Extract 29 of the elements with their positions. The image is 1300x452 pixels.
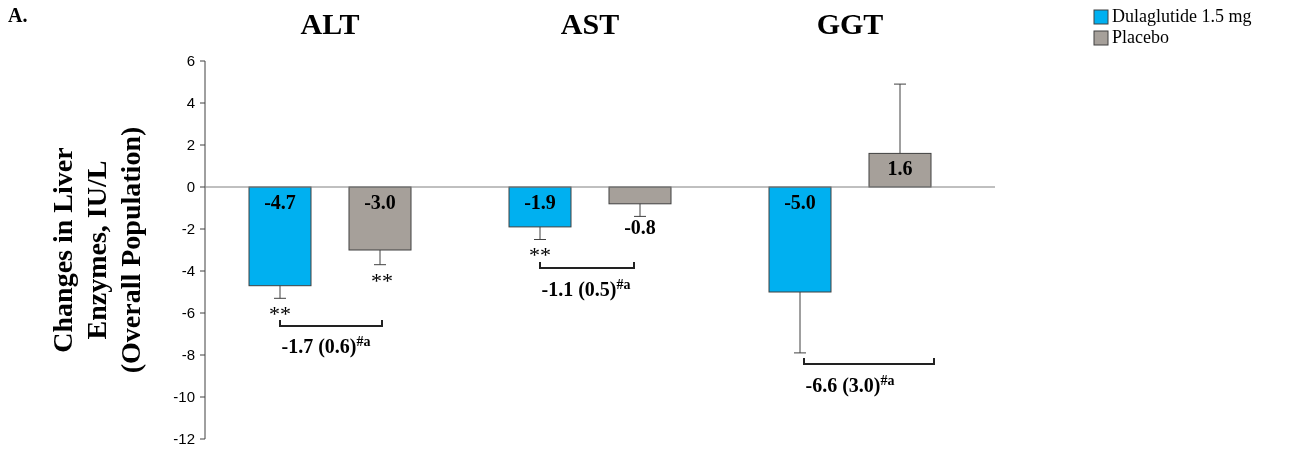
x-tick-label: AST (560, 7, 620, 40)
data-label: -5.0 (784, 191, 816, 213)
y-tick-label: -12 (173, 430, 195, 448)
data-label: -0.8 (624, 215, 656, 238)
x-tick-label: GGT (816, 7, 884, 40)
annotation: -1.1 (0.5)$^{#a}$ (541, 276, 631, 301)
annotation: ** (529, 242, 551, 267)
data-label: -3.0 (364, 191, 396, 213)
annotation: ** (269, 301, 291, 326)
data-label: -1.9 (524, 191, 556, 213)
x-tick-label: ALT (300, 7, 360, 40)
data-label: -4.7 (264, 191, 296, 213)
y-axis-title: Changes in Liver Enzymes, IU/L (Overall Population) (47, 126, 146, 374)
y-tick-label: 2 (186, 136, 195, 154)
text: A. (8, 4, 28, 26)
y-tick-label: 4 (186, 94, 195, 112)
y-tick-label: -8 (181, 346, 195, 364)
annotation: ** (371, 268, 393, 293)
y-tick-label: 0 (186, 178, 195, 196)
y-tick-label: 6 (186, 52, 195, 70)
annotation: -1.7 (0.6)$^{#a}$ (281, 333, 371, 358)
annotation: -6.6 (3.0)$^{#a}$ (805, 372, 895, 397)
data-label: 1.6 (887, 157, 913, 180)
y-tick-label: -2 (181, 220, 195, 238)
legend-label: Dulaglutide 1.5 mg (1112, 6, 1252, 26)
y-tick-label: -4 (181, 262, 195, 280)
legend-label: Placebo (1112, 27, 1169, 47)
y-tick-label: -6 (181, 304, 195, 322)
y-tick-label: -10 (173, 388, 195, 406)
